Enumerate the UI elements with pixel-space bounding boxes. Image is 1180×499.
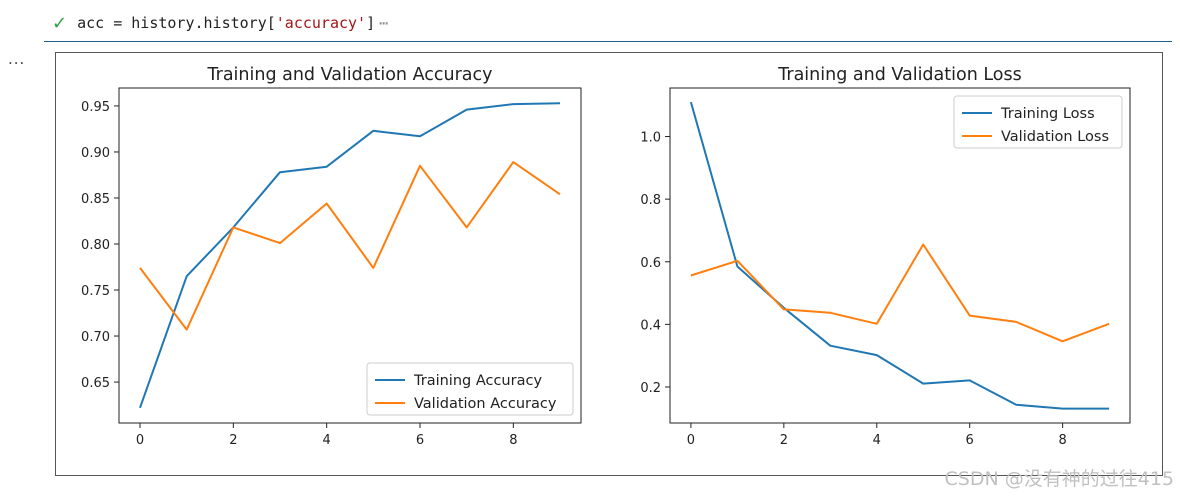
code-line[interactable]: acc = history.history['accuracy'] ⋯ bbox=[77, 14, 388, 32]
x-tick-label: 8 bbox=[509, 433, 517, 448]
y-tick-label: 0.75 bbox=[81, 284, 110, 299]
loss-chart: Training and Validation Loss 0 2 4 6 8 0.2 0.4 0… bbox=[640, 65, 1131, 448]
series-line-training-loss bbox=[689, 101, 1110, 410]
legend: Training Loss Validation Loss bbox=[953, 95, 1123, 149]
axes-frame bbox=[118, 87, 582, 424]
series-line-validation-loss bbox=[690, 243, 1110, 343]
x-tick-label: 2 bbox=[780, 433, 788, 448]
cell-divider bbox=[44, 41, 1172, 42]
series-line-training-accuracy bbox=[139, 102, 561, 409]
y-tick-label: 0.90 bbox=[81, 146, 110, 161]
y-tick-label: 0.2 bbox=[640, 381, 661, 396]
legend-label: Validation Accuracy bbox=[414, 396, 557, 412]
code-prefix: acc = history.history[ bbox=[77, 14, 276, 32]
chart-title: Training and Validation Accuracy bbox=[207, 65, 493, 85]
y-tick-label: 0.70 bbox=[81, 330, 110, 345]
x-tick-label: 4 bbox=[323, 433, 331, 448]
cell-header: ✓ acc = history.history['accuracy'] ⋯ bbox=[52, 10, 388, 36]
y-tick-label: 0.85 bbox=[81, 192, 110, 207]
x-tick-label: 2 bbox=[229, 433, 237, 448]
x-tick-label: 8 bbox=[1058, 433, 1066, 448]
y-tick-label: 0.8 bbox=[640, 193, 661, 208]
legend-label: Training Loss bbox=[1000, 106, 1095, 122]
check-icon: ✓ bbox=[52, 12, 68, 34]
x-tick-label: 0 bbox=[136, 433, 144, 448]
legend-label: Training Accuracy bbox=[413, 373, 542, 389]
chart-title: Training and Validation Loss bbox=[777, 65, 1021, 85]
x-tick-label: 6 bbox=[416, 433, 424, 448]
figure-output: Training and Validation Accuracy 0 2 4 6 8 0.6… bbox=[55, 52, 1163, 476]
x-tick-label: 0 bbox=[687, 433, 695, 448]
watermark-text: CSDN @没有神的过往415 bbox=[944, 468, 1174, 490]
y-tick-label: 0.4 bbox=[640, 318, 661, 333]
series-line-validation-accuracy bbox=[139, 161, 561, 331]
y-tick-label: 0.80 bbox=[81, 238, 110, 253]
code-suffix: ] bbox=[366, 14, 376, 32]
accuracy-chart: Training and Validation Accuracy 0 2 4 6 8 0.6… bbox=[81, 65, 582, 448]
expand-code-ellipsis[interactable]: ⋯ bbox=[379, 14, 389, 32]
y-tick-label: 0.6 bbox=[640, 256, 661, 271]
legend-label: Validation Loss bbox=[1001, 129, 1109, 145]
x-tick-label: 6 bbox=[966, 433, 974, 448]
legend-box bbox=[366, 362, 574, 416]
legend: Training Accuracy Validation Accuracy bbox=[366, 362, 574, 416]
axes-frame bbox=[669, 87, 1131, 424]
y-tick-label: 0.95 bbox=[81, 100, 110, 115]
legend-box bbox=[953, 95, 1123, 149]
code-string: 'accuracy' bbox=[275, 14, 367, 32]
y-tick-label: 0.65 bbox=[81, 376, 110, 391]
y-tick-label: 1.0 bbox=[640, 131, 661, 146]
output-prompt[interactable]: ... bbox=[8, 50, 26, 68]
x-tick-label: 4 bbox=[873, 433, 881, 448]
figure-canvas: Training and Validation Accuracy 0 2 4 6 8 0.6… bbox=[81, 65, 1131, 448]
